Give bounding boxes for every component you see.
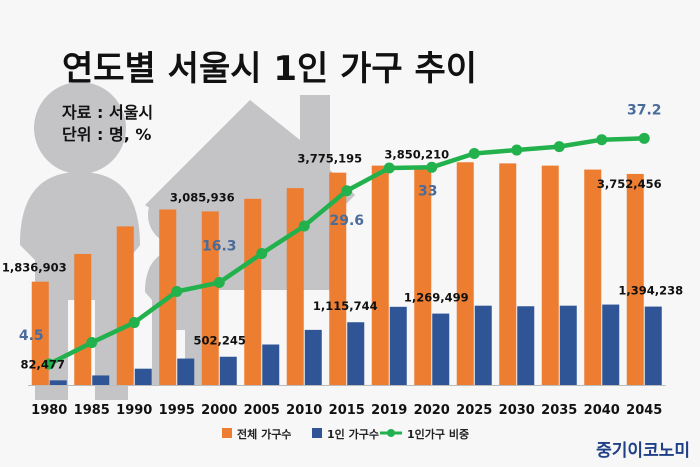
x-tick-label: 2000 (201, 403, 237, 418)
bar-total-2045 (626, 173, 644, 385)
bar-single-2015 (347, 322, 365, 385)
bar-single-2000 (219, 356, 237, 385)
bar-total-2019 (371, 165, 389, 385)
legend-swatch (312, 428, 322, 438)
ratio-point-2000 (213, 277, 225, 289)
x-tick-label: 2025 (456, 403, 492, 418)
bar-single-2030 (517, 306, 535, 385)
ratio-point-2040 (596, 134, 608, 146)
bar-total-2025 (456, 162, 474, 385)
bar-total-1990 (116, 226, 134, 385)
bar-total-1985 (74, 253, 92, 385)
data-label: 37.2 (627, 102, 662, 118)
ratio-point-2010 (298, 220, 310, 232)
data-label: 1,269,499 (404, 291, 469, 305)
ratio-point-2025 (468, 148, 480, 159)
ratio-point-2030 (511, 144, 523, 156)
ratio-point-1985 (86, 337, 98, 349)
legend-label: 1인 가구수 (327, 427, 379, 441)
legend-swatch-marker (387, 429, 395, 437)
bar-single-1990 (134, 368, 152, 385)
bar-single-1985 (92, 375, 110, 385)
x-tick-label: 2010 (286, 403, 322, 418)
data-label: 4.5 (19, 328, 44, 344)
bar-total-2010 (286, 188, 304, 385)
ratio-point-1980 (43, 358, 55, 370)
ratio-point-2020 (426, 161, 438, 173)
bar-single-2035 (559, 305, 577, 385)
bar-single-2025 (474, 305, 492, 385)
legend-label: 1인가구 비중 (407, 427, 469, 441)
data-label: 502,245 (194, 334, 246, 348)
x-tick-label: 2045 (626, 403, 662, 418)
ratio-point-2019 (383, 162, 395, 174)
data-label: 3,085,936 (170, 190, 235, 204)
data-label: 3,850,210 (384, 147, 449, 161)
ratio-point-2015 (341, 185, 353, 197)
x-tick-label: 2030 (499, 403, 535, 418)
unit-note: 단위 : 명, % (62, 125, 151, 144)
data-label: 29.6 (329, 213, 364, 229)
legend-swatch (222, 428, 232, 438)
ratio-point-1995 (171, 286, 183, 297)
bar-single-1980 (49, 380, 67, 385)
x-tick-label: 2020 (414, 403, 450, 418)
bar-total-2005 (244, 198, 262, 385)
bar-single-2010 (304, 329, 322, 385)
bar-total-2015 (329, 172, 347, 385)
x-tick-label: 1990 (116, 403, 152, 418)
source-note: 자료 : 서울시 (62, 103, 153, 122)
bar-total-2035 (541, 165, 559, 385)
bar-single-2005 (262, 344, 280, 385)
data-label: 33 (418, 183, 437, 199)
x-tick-label: 2035 (541, 403, 577, 418)
ratio-point-2045 (638, 132, 650, 144)
x-tick-label: 1995 (159, 403, 195, 418)
bar-single-2045 (644, 306, 662, 385)
x-tick-label: 1980 (31, 403, 67, 418)
x-tick-label: 2040 (584, 403, 620, 418)
data-label: 3,775,195 (297, 152, 362, 166)
bar-total-1980 (31, 281, 49, 385)
data-label: 1,836,903 (2, 261, 67, 275)
ratio-point-2035 (553, 141, 565, 153)
bar-total-2020 (414, 168, 432, 385)
bar-total-2000 (201, 211, 219, 385)
x-tick-label: 1985 (74, 403, 110, 418)
data-label: 82,477 (21, 357, 65, 371)
bar-total-2030 (499, 163, 517, 385)
x-tick-label: 2015 (329, 403, 365, 418)
x-tick-label: 2005 (244, 403, 280, 418)
bar-single-2020 (432, 313, 450, 385)
chart-title: 연도별 서울시 1인 가구 추이 (62, 49, 477, 89)
data-label: 3,752,456 (597, 177, 662, 191)
legend-label: 전체 가구수 (237, 427, 291, 441)
ratio-point-2005 (256, 248, 268, 260)
data-label: 1,394,238 (618, 284, 683, 298)
x-tick-label: 2019 (371, 403, 407, 418)
bar-single-2019 (389, 306, 407, 385)
bar-single-1995 (177, 358, 195, 385)
data-label: 1,115,744 (313, 299, 378, 313)
ratio-point-1990 (128, 317, 140, 329)
brand-logo-text: 중기이코노미 (596, 441, 690, 461)
bar-single-2040 (602, 304, 620, 385)
data-label: 16.3 (202, 239, 237, 255)
bar-total-2040 (584, 169, 602, 385)
